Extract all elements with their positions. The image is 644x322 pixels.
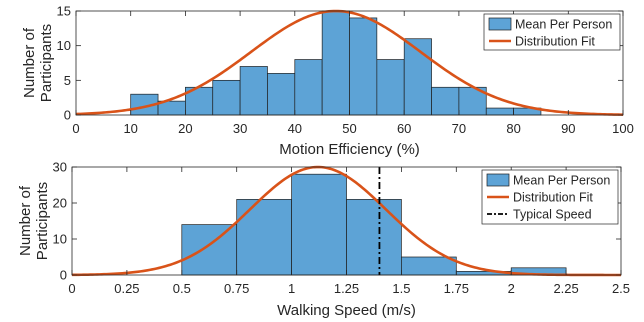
y-axis-label-line: Number of xyxy=(21,27,38,98)
legend-swatch-histogram xyxy=(488,17,512,31)
x-tick-label: 2.5 xyxy=(612,281,630,296)
y-tick-label: 0 xyxy=(60,268,67,283)
histogram-bar xyxy=(181,224,238,276)
y-axis-label-line: Number of xyxy=(17,185,34,256)
x-tick-label: 60 xyxy=(397,121,411,136)
x-tick-label: 50 xyxy=(342,121,356,136)
histogram-bar xyxy=(401,256,457,276)
y-axis-label: Number ofParticipants xyxy=(21,24,55,102)
legend: Mean Per Person Distribution Fit xyxy=(483,13,621,51)
chart-1: 0 10 20 30 40 50 60 70 80 90 100 0 5 10 15 Motion Effic… xyxy=(21,4,634,159)
x-tick-label: 1.75 xyxy=(444,281,469,296)
y-axis: 0 5 10 15 xyxy=(57,4,623,123)
histogram-bar xyxy=(291,173,347,276)
x-tick-label: 0.75 xyxy=(224,281,249,296)
histogram-bar xyxy=(236,199,292,276)
y-tick-label: 0 xyxy=(64,108,71,123)
x-tick-label: 70 xyxy=(452,121,466,136)
x-tick-label: 2.25 xyxy=(553,281,578,296)
legend-entry: Typical Speed xyxy=(513,208,592,222)
y-tick-label: 15 xyxy=(57,4,71,19)
x-tick-label: 40 xyxy=(288,121,302,136)
distribution-fit-line xyxy=(71,165,621,277)
legend-entry: Mean Per Person xyxy=(515,18,612,32)
y-axis-label-line: Participants xyxy=(34,182,51,260)
histogram-bar xyxy=(431,86,460,116)
y-tick-label: 10 xyxy=(57,38,71,53)
y-tick-label: 30 xyxy=(53,160,67,175)
y-tick-label: 10 xyxy=(53,232,67,247)
y-tick-label: 5 xyxy=(64,73,71,88)
histogram-bar xyxy=(346,199,402,276)
x-tick-label: 0.25 xyxy=(114,281,139,296)
x-tick-label: 1 xyxy=(288,281,295,296)
x-tick-label: 1.25 xyxy=(334,281,359,296)
x-tick-label: 10 xyxy=(123,121,137,136)
legend-swatch-histogram xyxy=(486,173,510,187)
x-tick-label: 30 xyxy=(233,121,247,136)
histogram-bar xyxy=(267,73,296,116)
legend: Mean Per Person Distribution Fit Typical S… xyxy=(481,169,619,225)
histogram-bar xyxy=(485,107,514,116)
histogram-bar xyxy=(239,66,268,116)
histogram-bar xyxy=(212,79,241,116)
histogram-bar xyxy=(294,59,323,116)
y-axis: 0 10 20 30 xyxy=(53,160,621,283)
x-axis: 0 10 20 30 40 50 60 70 80 90 100 xyxy=(72,11,634,136)
x-tick-label: 80 xyxy=(506,121,520,136)
legend-entry: Distribution Fit xyxy=(513,191,593,205)
y-axis-label-line: Participants xyxy=(38,24,55,102)
x-tick-label: 1.5 xyxy=(392,281,410,296)
legend-entry: Mean Per Person xyxy=(513,174,610,188)
histogram-bar xyxy=(349,17,378,116)
x-tick-label: 2 xyxy=(508,281,515,296)
y-axis-label: Number ofParticipants xyxy=(17,182,51,260)
histogram-bar xyxy=(376,59,405,116)
x-tick-label: 0 xyxy=(68,281,75,296)
histogram-bars xyxy=(181,173,567,276)
legend-entry: Distribution Fit xyxy=(515,35,595,49)
y-tick-label: 20 xyxy=(53,196,67,211)
x-tick-label: 0 xyxy=(72,121,79,136)
x-tick-label: 90 xyxy=(561,121,575,136)
x-axis-label: Motion Efficiency (%) xyxy=(279,141,420,158)
x-tick-label: 100 xyxy=(612,121,634,136)
histogram-bar xyxy=(321,10,350,116)
x-tick-label: 0.5 xyxy=(173,281,191,296)
chart-2: 0 0.25 0.5 0.75 1 1.25 1.5 1.75 2 2.25 2.5 0 10 20 30 W… xyxy=(17,160,630,320)
x-axis-label: Walking Speed (m/s) xyxy=(277,302,416,319)
x-tick-label: 20 xyxy=(178,121,192,136)
x-axis: 0 0.25 0.5 0.75 1 1.25 1.5 1.75 2 2.25 2.5 xyxy=(68,167,630,296)
